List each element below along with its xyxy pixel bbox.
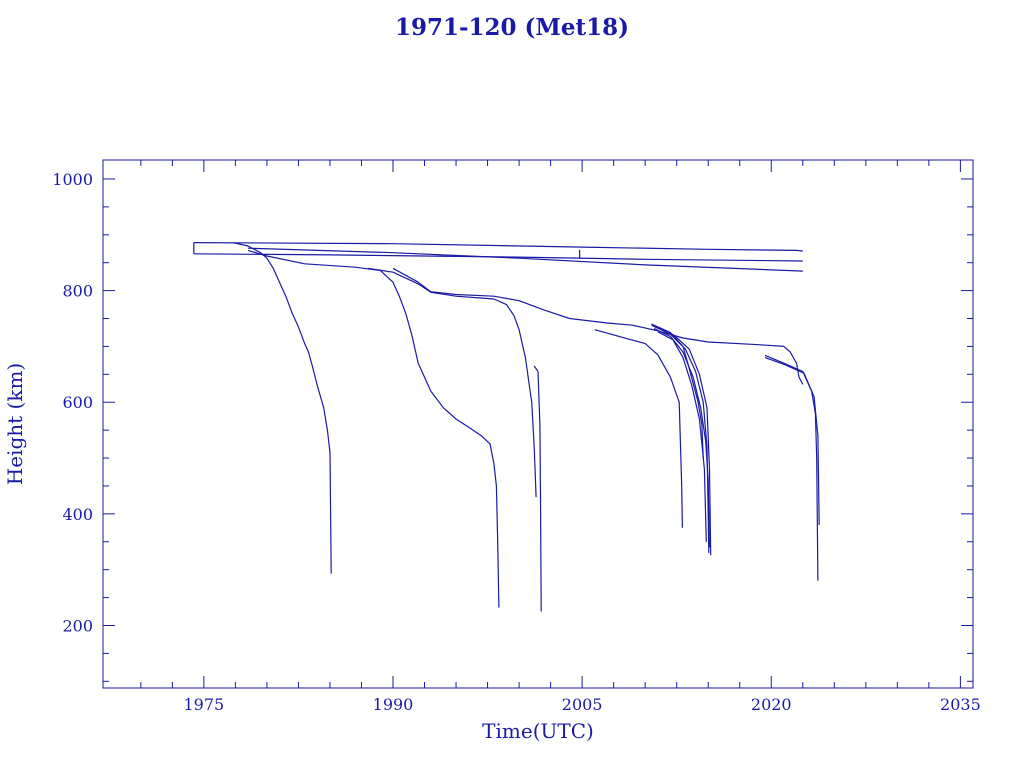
series-line-10 [594, 329, 683, 528]
series-line-7 [367, 267, 537, 498]
series-line-17 [764, 357, 820, 526]
plot-frame [102, 159, 974, 689]
series-line-12 [651, 324, 710, 553]
series-line-6 [247, 249, 500, 608]
series-line-8 [392, 267, 804, 385]
series-line-16 [764, 354, 819, 581]
y-tick-label: 200 [62, 616, 93, 635]
x-axis-label: Time(UTC) [482, 719, 594, 743]
y-tick-label: 600 [62, 393, 93, 412]
y-tick-label: 800 [62, 282, 93, 301]
series-line-9 [533, 365, 542, 612]
y-tick-label: 400 [62, 505, 93, 524]
chart-title: 1971-120 (Met18) [394, 14, 630, 41]
tick-labels: 1975 1990 2005 2020 2035 200 400 600 800 1000 [52, 170, 980, 714]
series-line-15 [655, 326, 712, 556]
series-line-5 [232, 242, 332, 574]
series-line-3 [247, 247, 803, 272]
y-tick-label: 1000 [52, 170, 93, 189]
x-tick-label: 2035 [940, 695, 981, 714]
x-tick-label: 2005 [562, 695, 603, 714]
x-tick-label: 1975 [184, 695, 225, 714]
series-group [193, 242, 820, 612]
series-line-0 [193, 242, 803, 252]
x-tick-label: 1990 [373, 695, 414, 714]
series-line-1 [193, 253, 803, 262]
x-tick-label: 2020 [751, 695, 792, 714]
series-line-14 [657, 331, 707, 542]
y-axis-label: Height (km) [3, 363, 27, 485]
axis-ticks [103, 160, 973, 688]
